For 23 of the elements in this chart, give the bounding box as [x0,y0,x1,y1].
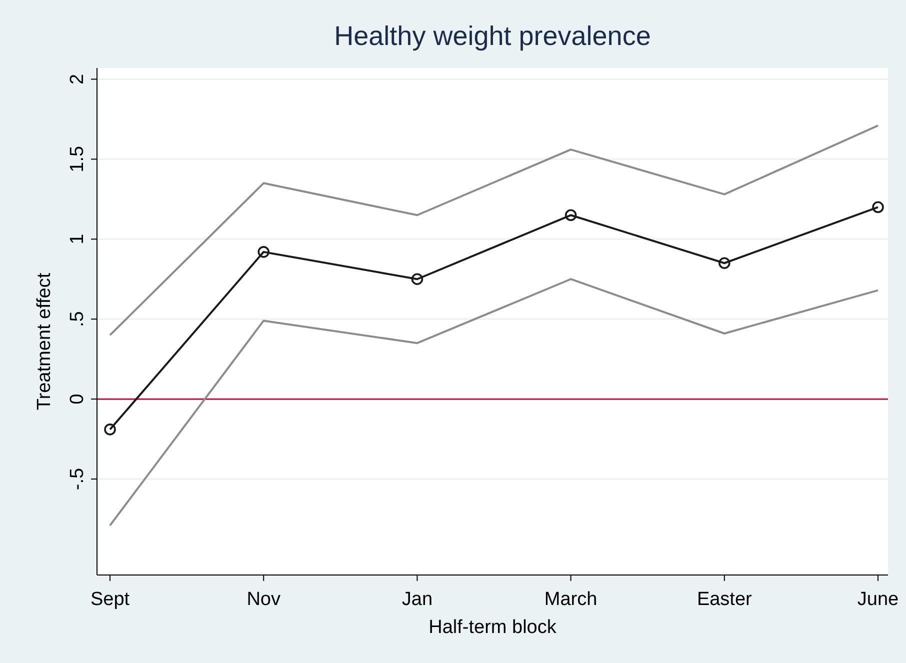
y-tick-label: 2 [67,74,88,84]
line-series [109,124,879,336]
point [718,257,730,270]
point [872,201,884,214]
line-series [109,278,879,526]
x-tick-label: Jan [402,589,433,610]
y-tick-label: 0 [67,394,88,404]
point [564,209,577,222]
point [104,424,116,436]
x-tick-label: Nov [246,589,281,610]
point [258,246,270,258]
x-axis-title: Half-term block [428,617,557,638]
y-axis-title: Treatment effect [34,272,55,410]
x-tick-label: Sept [90,589,130,610]
x-tick-label: Easter [696,589,753,610]
x-tick-label: March [544,589,598,610]
y-tick-label: 1.5 [67,146,88,172]
y-tick-label: 1 [67,234,88,244]
chart-title: Healthy weight prevalence [334,21,651,51]
y-tick-label: -.5 [67,468,88,490]
y-tick-label: .5 [67,311,88,328]
point [411,273,424,286]
x-tick-label: June [857,589,899,610]
